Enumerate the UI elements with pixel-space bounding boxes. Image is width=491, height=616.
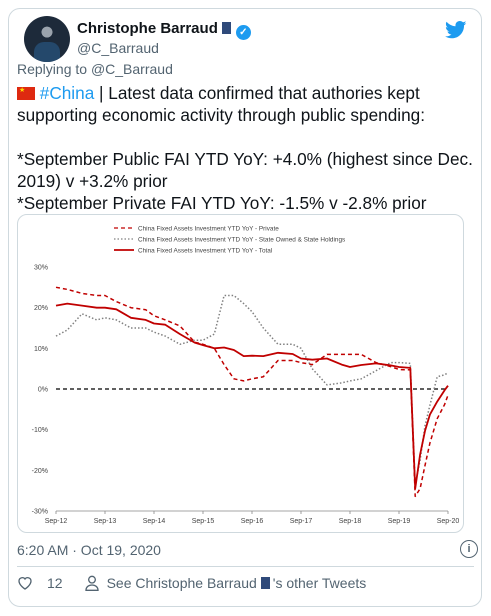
y-axis: 30% 20% 10% 0% -10% -20% -30% bbox=[32, 265, 48, 516]
y-tick-label: 20% bbox=[34, 305, 48, 312]
person-icon bbox=[84, 575, 99, 591]
x-axis: Sep-12 Sep-13 Sep-14 Sep-15 Sep-16 Sep-17 Sep-… bbox=[45, 510, 460, 525]
series-line-solid bbox=[55, 302, 449, 490]
chart-lines bbox=[55, 286, 449, 498]
x-tick-label: Sep-14 bbox=[143, 518, 166, 525]
author-name[interactable]: Christophe Barraud ✓ bbox=[77, 20, 251, 40]
like-count[interactable]: 12 bbox=[47, 575, 63, 591]
series-line-dashed bbox=[55, 286, 449, 498]
heart-icon[interactable] bbox=[17, 575, 33, 591]
series-line-dotted bbox=[55, 294, 449, 486]
tweet-line-1: #China | Latest data confirmed that auth… bbox=[17, 82, 462, 104]
y-tick-label: 30% bbox=[34, 265, 48, 272]
y-tick-label: -10% bbox=[32, 427, 48, 434]
divider bbox=[17, 566, 474, 567]
legend-label: China Fixed Assets Investment YTD YoY - … bbox=[138, 248, 272, 255]
author-handle[interactable]: @C_Barraud bbox=[77, 40, 159, 56]
reply-handle-link[interactable]: @C_Barraud bbox=[90, 61, 173, 77]
legend-label: China Fixed Assets Investment YTD YoY - … bbox=[138, 237, 345, 244]
tweet-line-1-text: | Latest data confirmed that authories k… bbox=[99, 83, 420, 103]
other-tweets-suffix[interactable]: 's other Tweets bbox=[272, 575, 367, 591]
reply-prefix: Replying to bbox=[17, 61, 88, 77]
y-tick-label: 10% bbox=[34, 346, 48, 353]
x-tick-label: Sep-16 bbox=[241, 518, 264, 525]
chart-image[interactable]: China Fixed Assets Investment YTD YoY - … bbox=[17, 214, 464, 533]
other-tweets-prefix[interactable]: See Christophe Barraud bbox=[106, 575, 257, 591]
hashtag-link[interactable]: #China bbox=[39, 83, 95, 103]
tweet-line-5: *September Private FAI YTD YoY: -1.5% v … bbox=[17, 193, 427, 213]
tweet-line-2: supporting economic activity through pub… bbox=[17, 105, 425, 125]
chart-legend: China Fixed Assets Investment YTD YoY - … bbox=[114, 226, 345, 255]
y-tick-label: -20% bbox=[32, 468, 48, 475]
tweet-text: #China | Latest data confirmed that auth… bbox=[17, 82, 473, 214]
legend-label: China Fixed Assets Investment YTD YoY - … bbox=[138, 226, 279, 233]
twitter-bird-icon[interactable] bbox=[445, 21, 467, 39]
tweet-actions: 12 See Christophe Barraud 's other Tweets bbox=[17, 575, 366, 591]
verified-badge-icon: ✓ bbox=[235, 25, 251, 40]
reply-context: Replying to @C_Barraud bbox=[17, 61, 173, 77]
x-tick-label: Sep-17 bbox=[290, 518, 313, 525]
y-tick-label: 0% bbox=[38, 387, 48, 394]
x-tick-label: Sep-15 bbox=[192, 518, 215, 525]
x-tick-label: Sep-20 bbox=[437, 518, 460, 525]
x-tick-label: Sep-18 bbox=[339, 518, 362, 525]
info-icon[interactable]: i bbox=[460, 540, 478, 558]
author-name-text[interactable]: Christophe Barraud bbox=[77, 20, 218, 37]
avatar[interactable] bbox=[24, 16, 70, 62]
tweet-line-3: *September Public FAI YTD YoY: +4.0% (hi… bbox=[17, 149, 473, 169]
china-flag-icon bbox=[17, 87, 35, 100]
x-tick-label: Sep-19 bbox=[388, 518, 411, 525]
other-tweets-link[interactable]: See Christophe Barraud 's other Tweets bbox=[107, 575, 367, 591]
flag-emoji-icon bbox=[260, 577, 270, 589]
x-tick-label: Sep-12 bbox=[45, 518, 68, 525]
timestamp[interactable]: 6:20 AM · Oct 19, 2020 bbox=[17, 542, 161, 558]
flag-emoji-icon bbox=[221, 22, 231, 34]
tweet-line-4: 2019) v +3.2% prior bbox=[17, 171, 168, 191]
x-tick-label: Sep-13 bbox=[94, 518, 117, 525]
y-tick-label: -30% bbox=[32, 509, 48, 516]
fai-line-chart: China Fixed Assets Investment YTD YoY - … bbox=[32, 226, 460, 526]
